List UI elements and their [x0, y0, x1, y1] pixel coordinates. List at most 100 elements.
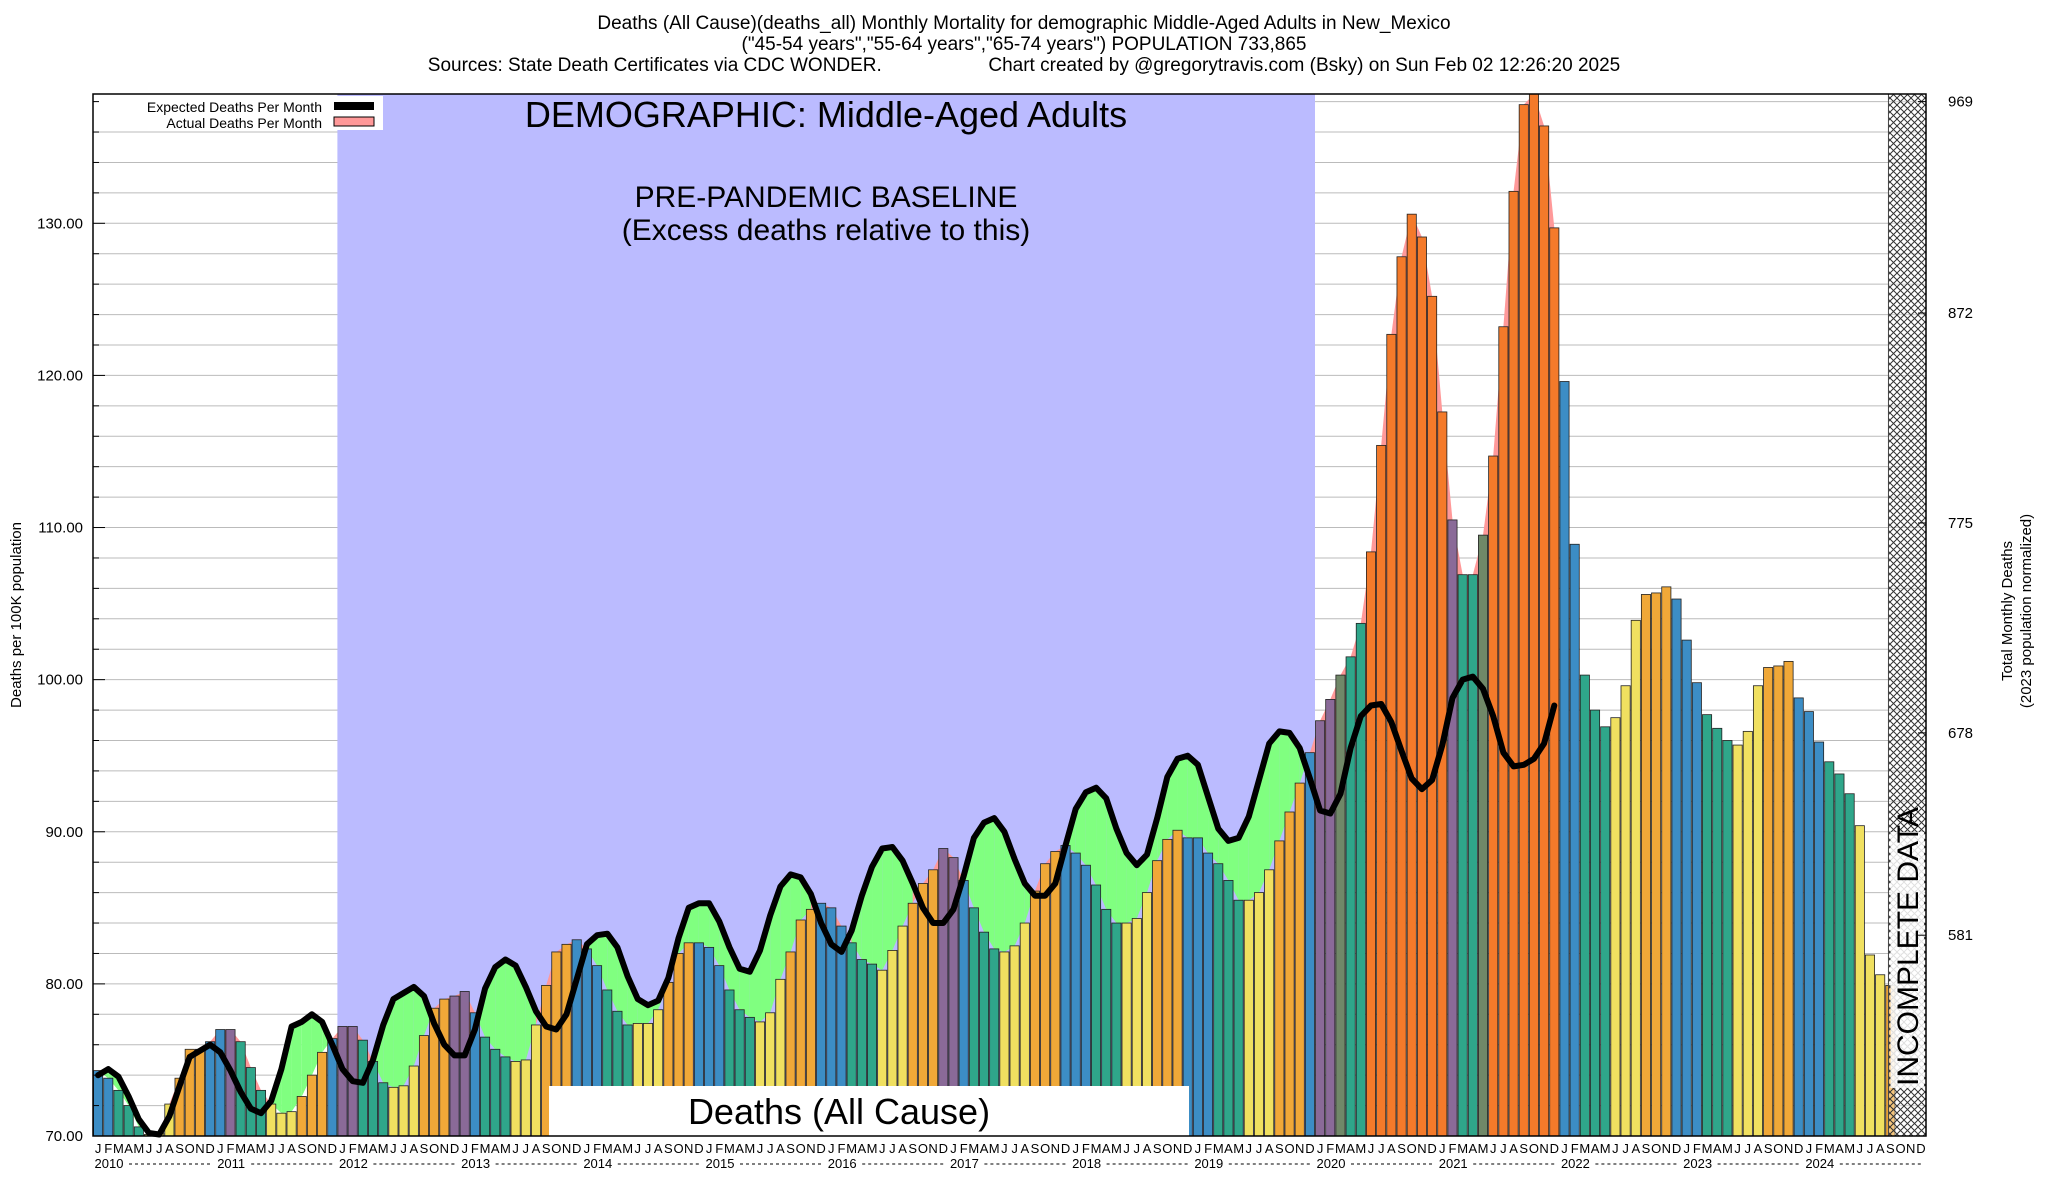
- deficit-area: [495, 959, 506, 1057]
- bar: [1447, 519, 1458, 1137]
- deficit-area: [403, 986, 414, 1086]
- bar: [1620, 685, 1631, 1137]
- deficit-area: [1136, 854, 1147, 919]
- bar: [1661, 586, 1672, 1137]
- bar: [1722, 740, 1733, 1137]
- bar: [1304, 752, 1315, 1137]
- month-tick-label: J: [1001, 1141, 1008, 1156]
- deficit-area: [291, 1021, 302, 1112]
- bar: [1630, 619, 1641, 1137]
- month-tick-label: J: [1867, 1141, 1874, 1156]
- month-tick-label: F: [471, 1141, 479, 1156]
- month-tick-label: S: [542, 1141, 551, 1156]
- year-tick-label: 2012: [339, 1156, 368, 1171]
- month-tick-label: A: [776, 1141, 785, 1156]
- deficit-area: [892, 846, 903, 951]
- bar: [1355, 622, 1366, 1137]
- sources-text: Sources: State Death Certificates via CD…: [427, 55, 882, 76]
- bar: [1243, 899, 1254, 1137]
- deficit-area: [1085, 787, 1097, 886]
- bar: [1579, 674, 1590, 1137]
- month-tick-label: S: [1275, 1141, 1284, 1156]
- month-tick-label: F: [715, 1141, 723, 1156]
- y-tick-label: 110.00: [38, 520, 83, 537]
- deficit-area: [688, 903, 699, 943]
- month-tick-label: A: [369, 1141, 378, 1156]
- deficit-area: [1289, 732, 1300, 812]
- month-tick-label: J: [1806, 1141, 1813, 1156]
- bar: [1834, 773, 1845, 1137]
- month-tick-label: D: [1305, 1141, 1314, 1156]
- bar: [1254, 892, 1264, 1137]
- deficit-area: [973, 822, 985, 933]
- bar: [1233, 899, 1244, 1137]
- month-tick-label: M: [1111, 1141, 1122, 1156]
- month-tick-label: A: [1102, 1141, 1111, 1156]
- month-tick-label: S: [175, 1141, 184, 1156]
- month-tick-label: A: [1835, 1141, 1844, 1156]
- month-tick-label: M: [256, 1141, 267, 1156]
- month-tick-label: M: [1722, 1141, 1733, 1156]
- bar: [1793, 697, 1804, 1137]
- year-tick-label: 2016: [828, 1156, 857, 1171]
- bar: [490, 1048, 501, 1137]
- month-tick-label: A: [409, 1141, 418, 1156]
- year-tick-label: 2018: [1072, 1156, 1101, 1171]
- month-tick-label: M: [1478, 1141, 1489, 1156]
- bar: [1294, 782, 1305, 1137]
- month-tick-label: J: [339, 1141, 346, 1156]
- bar: [1875, 974, 1886, 1137]
- deficit-area: [413, 986, 424, 1067]
- month-tick-label: J: [757, 1141, 764, 1156]
- bar: [1376, 444, 1387, 1137]
- bar: [1223, 880, 1234, 1137]
- deficit-area: [1126, 853, 1137, 924]
- deficit-area: [597, 933, 608, 990]
- month-tick-label: F: [1815, 1141, 1823, 1156]
- month-tick-label: O: [551, 1141, 561, 1156]
- month-tick-label: M: [378, 1141, 389, 1156]
- month-tick-label: M: [1844, 1141, 1855, 1156]
- bar: [194, 1048, 205, 1137]
- month-tick-label: A: [1754, 1141, 1763, 1156]
- month-tick-label: N: [1784, 1141, 1793, 1156]
- month-tick-label: J: [217, 1141, 224, 1156]
- month-tick-label: D: [1672, 1141, 1681, 1156]
- month-tick-label: A: [491, 1141, 500, 1156]
- month-tick-label: J: [1490, 1141, 1497, 1156]
- year-tick-label: 2021: [1439, 1156, 1468, 1171]
- month-tick-label: F: [1204, 1141, 1212, 1156]
- month-tick-label: J: [400, 1141, 407, 1156]
- month-tick-label: D: [1916, 1141, 1925, 1156]
- month-tick-label: N: [440, 1141, 449, 1156]
- bar: [1315, 720, 1326, 1137]
- bar: [520, 1059, 531, 1137]
- y-right-axis-label-2: (2023 population normalized): [2018, 514, 2035, 708]
- month-tick-label: J: [268, 1141, 275, 1156]
- legend-actual-label: Actual Deaths Per Month: [166, 115, 322, 131]
- deficit-area: [882, 846, 893, 971]
- month-tick-label: D: [1061, 1141, 1070, 1156]
- month-tick-label: J: [523, 1141, 530, 1156]
- y-right-tick-label: 969: [1948, 94, 1973, 111]
- month-tick-label: N: [1417, 1141, 1426, 1156]
- bar: [1824, 761, 1835, 1137]
- month-tick-label: N: [195, 1141, 204, 1156]
- deficit-area: [994, 818, 1005, 952]
- bar: [93, 1070, 104, 1137]
- month-tick-label: N: [1173, 1141, 1182, 1156]
- month-tick-label: M: [500, 1141, 511, 1156]
- deficit-area: [790, 874, 801, 952]
- y-right-tick-label: 775: [1948, 515, 1973, 532]
- month-tick-label: F: [1326, 1141, 1334, 1156]
- month-tick-label: J: [1500, 1141, 1507, 1156]
- month-tick-label: S: [1764, 1141, 1773, 1156]
- deficit-area: [719, 921, 730, 990]
- month-tick-label: M: [480, 1141, 491, 1156]
- bar: [449, 995, 460, 1137]
- month-tick-label: M: [744, 1141, 755, 1156]
- bar: [398, 1085, 409, 1137]
- bar: [1844, 793, 1855, 1137]
- month-tick-label: J: [1734, 1141, 1741, 1156]
